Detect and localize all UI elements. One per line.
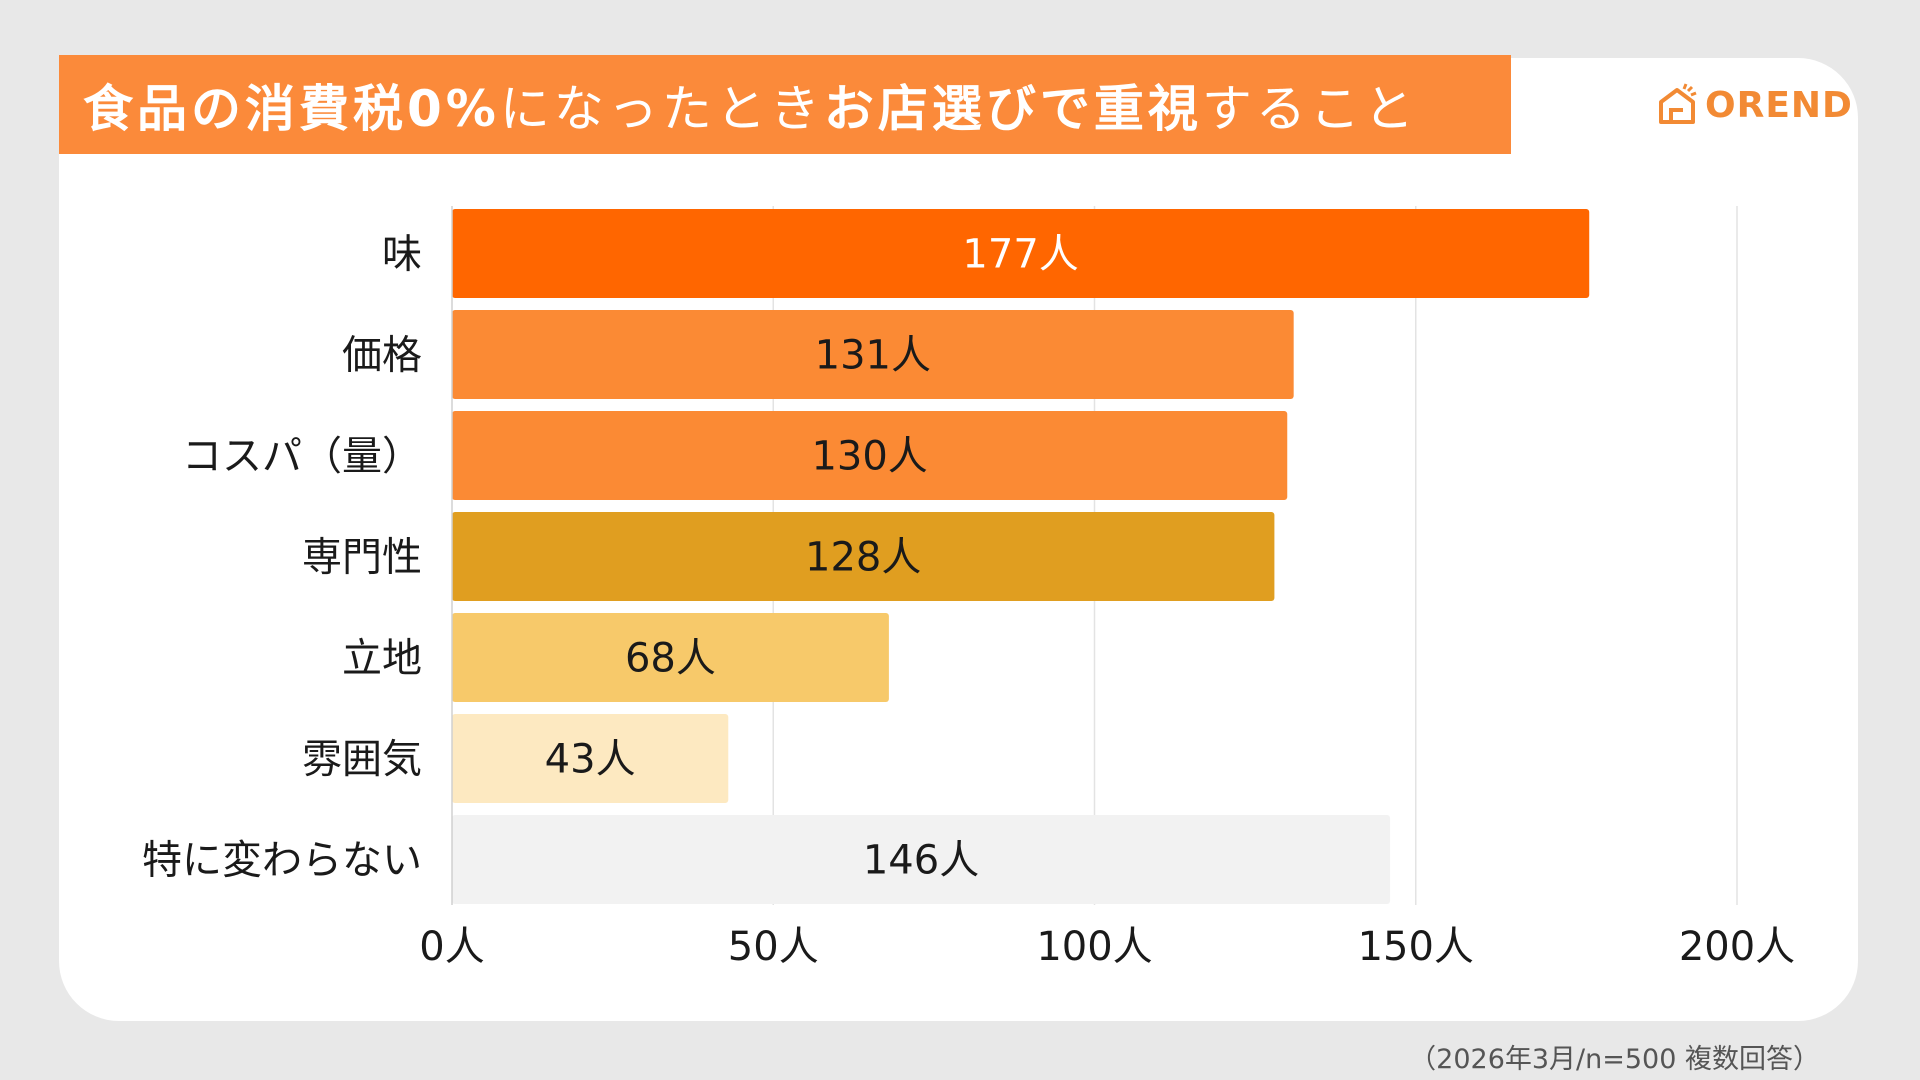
bar-value-label: 68人 [625,636,716,682]
bar [452,209,1590,298]
bar-value-label: 130人 [811,434,927,480]
x-tick-label: 0人 [419,924,484,970]
x-tick-label: 100人 [1036,924,1152,970]
brand-logo: OREND [1655,82,1853,128]
bar [452,714,729,803]
title-part-3: お店選びで重視 [823,79,1202,138]
footnote: （2026年3月/n=500 複数回答） [1409,1044,1820,1075]
logo-text: OREND [1705,84,1853,126]
category-label: 専門性 [302,535,422,581]
bar [452,512,1275,601]
bar [452,815,1391,904]
bar-value-label: 128人 [805,535,921,581]
category-label: コスパ（量） [182,434,422,480]
bar [452,613,889,702]
title-banner: 食品の消費税0% になったとき お店選びで重視 すること [59,55,1511,154]
bar-value-label: 146人 [863,838,979,884]
x-tick-label: 200人 [1679,924,1795,970]
bar [452,411,1288,500]
bar-value-label: 131人 [815,333,931,379]
bar [452,310,1294,399]
bar-value-label: 177人 [962,232,1078,278]
category-label: 雰囲気 [302,737,422,783]
x-tick-label: 150人 [1358,924,1474,970]
category-label: 立地 [342,636,422,682]
bar-value-label: 43人 [545,737,636,783]
x-tick-label: 50人 [728,924,819,970]
title-part-1: 食品の消費税0% [83,79,500,138]
category-label: 価格 [342,333,422,379]
category-label: 味 [382,232,422,278]
category-label: 特に変わらない [142,838,422,884]
title-part-2: になったとき [499,79,824,138]
house-icon [1655,82,1699,128]
title-part-4: すること [1201,79,1418,138]
